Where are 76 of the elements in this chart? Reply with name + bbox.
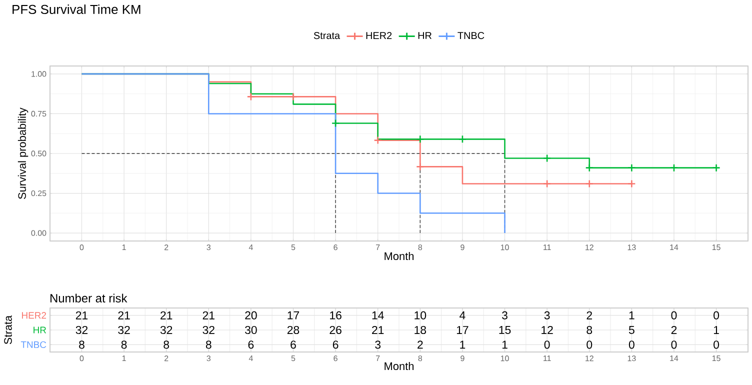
data-label: 26 [330,326,342,334]
data-label: 30 [245,326,257,334]
data-label: 8 [121,340,127,349]
point [289,92,298,101]
point [416,162,424,171]
data-label: 0 [586,340,592,349]
y-axis-title: Survival probability [18,108,28,199]
point [331,119,340,128]
data-label: 1 [460,340,466,349]
data-label: 17 [456,326,468,334]
data-label: 2 [586,311,592,320]
data-label: 0 [544,340,550,349]
data-label: 4 [460,311,466,320]
y-tick-label: HER2 [22,312,46,319]
data-label: 2 [671,326,677,334]
data-label: 32 [202,326,214,334]
data-label: 0 [714,311,720,320]
data-label: 0 [671,340,677,349]
point [585,164,594,172]
data-label: 6 [290,340,296,349]
data-label: 0 [671,311,677,320]
x-axis-title: Month [384,252,414,260]
point [670,164,678,172]
data-label: 21 [202,311,214,320]
point [585,180,594,188]
data-label: 32 [160,326,172,334]
point [416,135,424,144]
data-label: 1 [714,326,719,334]
point [374,136,382,144]
chart-title: PFS Survival Time KM [12,4,140,14]
data-label: 21 [118,311,130,320]
y-axis-title: Strata [4,315,12,344]
data-label: 8 [164,340,170,349]
point [628,164,636,172]
data-label: 3 [502,311,508,320]
point [542,154,552,162]
chart-title: Number at risk [50,294,128,302]
data-label: 6 [332,340,338,349]
point [628,180,636,188]
data-label: 1 [502,340,508,349]
point [246,92,256,101]
data-label: 8 [586,326,592,334]
data-label: 3 [544,311,550,320]
data-label: 0 [628,340,634,349]
point [542,180,552,188]
data-label: 15 [499,326,511,334]
data-label: 5 [628,326,634,334]
data-label: 18 [414,326,426,334]
data-label: 16 [330,311,342,320]
y-tick-label: TNBC [20,341,46,348]
legend-label: HER2 [366,32,392,39]
data-label: 21 [76,311,88,320]
data-label: 14 [372,311,384,320]
data-label: 8 [206,340,212,349]
point [712,164,720,172]
data-label: 2 [418,340,423,349]
data-label: 17 [288,311,300,320]
data-label: 6 [248,340,254,349]
data-label: 3 [375,340,381,349]
point [458,135,467,144]
data-label: 28 [287,326,300,334]
data-label: 0 [714,340,720,349]
data-label: 20 [245,311,257,320]
data-label: 32 [118,326,130,334]
x-axis-title: Month [384,362,414,370]
data-label: 8 [79,340,84,349]
data-label: 10 [414,311,426,320]
data-label: 32 [76,326,88,334]
data-label: 1 [629,311,634,320]
legend-title: Strata [314,32,340,40]
data-label: 21 [160,311,172,320]
legend-label: HR [418,32,432,39]
data-label: 12 [542,326,553,334]
y-tick-label: HR [34,326,46,334]
legend-label: TNBC [458,32,484,40]
data-label: 21 [372,326,384,334]
